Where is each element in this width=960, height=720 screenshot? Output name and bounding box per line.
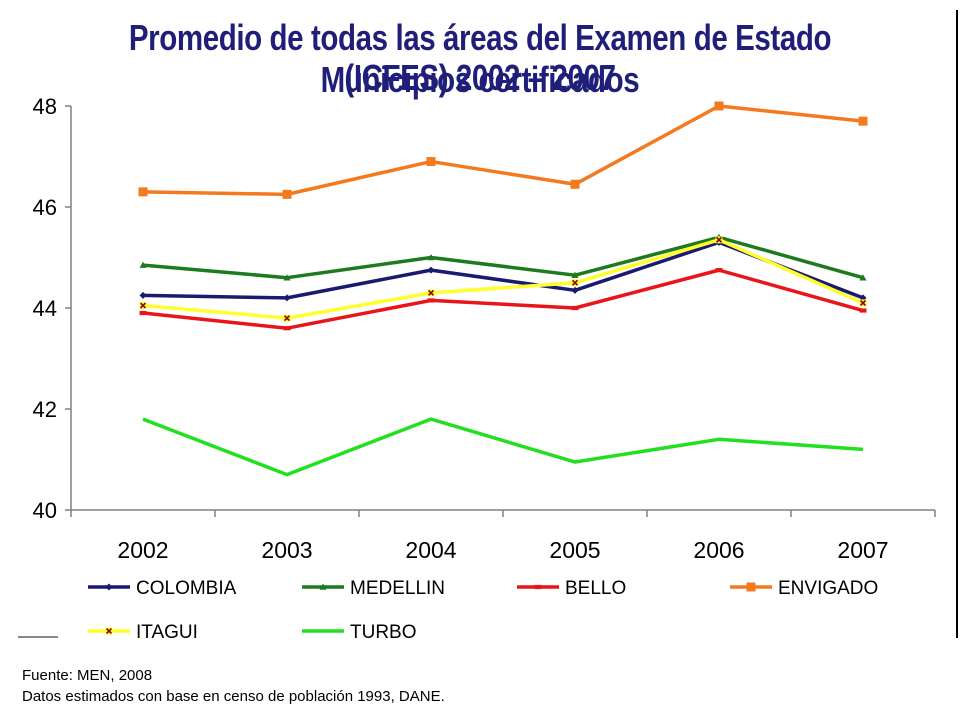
data-point-itagui bbox=[283, 314, 291, 322]
legend-marker bbox=[319, 583, 327, 590]
marker-cross bbox=[571, 279, 579, 286]
marker-cross bbox=[427, 289, 435, 296]
legend-marker bbox=[534, 584, 542, 590]
chart-legend: COLOMBIA MEDELLIN BELLO ENVIGADO ITAGUI TURBO bbox=[88, 578, 878, 643]
data-point-bello bbox=[139, 310, 147, 316]
data-point-medellin bbox=[427, 254, 435, 261]
y-tick-label: 40 bbox=[33, 498, 57, 523]
data-point-envigado bbox=[138, 187, 148, 197]
legend-item-colombia: COLOMBIA bbox=[88, 578, 237, 599]
legend-label: ENVIGADO bbox=[778, 578, 878, 599]
chart-subtitle: Municipios certificados bbox=[320, 59, 640, 100]
series-envigado bbox=[138, 101, 868, 199]
data-point-itagui bbox=[139, 301, 147, 309]
marker-cross bbox=[139, 302, 147, 309]
marker-cross bbox=[283, 315, 291, 322]
series-itagui bbox=[139, 236, 867, 322]
footnote-source: Fuente: MEN, 2008 bbox=[22, 667, 153, 684]
data-point-bello bbox=[571, 305, 579, 311]
series-line-envigado bbox=[142, 104, 864, 197]
x-tick-label: 2002 bbox=[117, 537, 168, 563]
legend-label: COLOMBIA bbox=[136, 578, 237, 599]
bottom-left-rule bbox=[18, 636, 58, 638]
y-tick-label: 48 bbox=[33, 94, 57, 119]
series-line-itagui bbox=[142, 238, 864, 320]
legend-label: BELLO bbox=[565, 578, 626, 599]
legend-item-medellin: MEDELLIN bbox=[302, 578, 445, 599]
data-point-envigado bbox=[714, 101, 724, 111]
right-border-rule bbox=[956, 10, 958, 638]
data-point-itagui bbox=[715, 236, 723, 244]
data-point-bello bbox=[715, 268, 723, 273]
data-point-medellin bbox=[139, 261, 147, 268]
data-point-bello bbox=[859, 308, 867, 313]
x-tick-label: 2004 bbox=[405, 537, 456, 563]
data-point-medellin bbox=[571, 271, 579, 278]
data-point-itagui bbox=[571, 279, 579, 287]
data-point-bello bbox=[283, 326, 291, 331]
data-point-bello bbox=[427, 298, 435, 303]
legend-label: TURBO bbox=[350, 622, 417, 643]
legend-item-itagui: ITAGUI bbox=[88, 622, 198, 643]
footnote-census: Datos estimados con base en censo de pob… bbox=[22, 688, 445, 705]
data-point-colombia bbox=[283, 294, 291, 302]
marker-cross bbox=[859, 299, 867, 306]
legend-label: ITAGUI bbox=[136, 622, 198, 643]
legend-marker bbox=[105, 583, 113, 591]
marker-cross bbox=[105, 627, 113, 635]
series-turbo bbox=[142, 417, 864, 477]
legend-item-turbo: TURBO bbox=[302, 622, 417, 643]
data-point-colombia bbox=[427, 266, 435, 274]
data-point-envigado bbox=[426, 157, 436, 167]
data-point-colombia bbox=[139, 291, 147, 299]
series-bello bbox=[139, 268, 867, 331]
data-point-colombia bbox=[571, 286, 579, 294]
legend-item-envigado: ENVIGADO bbox=[730, 578, 878, 599]
series-line-bello bbox=[142, 268, 864, 330]
legend-marker bbox=[746, 582, 756, 592]
data-point-envigado bbox=[858, 116, 868, 126]
chart-title: Promedio de todas las áreas del Examen d… bbox=[128, 17, 832, 98]
data-point-envigado bbox=[282, 189, 292, 199]
series-layer bbox=[138, 101, 868, 477]
series-line-medellin bbox=[142, 235, 864, 280]
y-tick-label: 46 bbox=[33, 195, 57, 220]
legend-label: MEDELLIN bbox=[350, 578, 445, 599]
x-tick-label: 2006 bbox=[693, 537, 744, 563]
x-tick-label: 2005 bbox=[549, 537, 600, 563]
data-point-itagui bbox=[427, 289, 435, 297]
data-point-medellin bbox=[283, 274, 291, 281]
series-line-colombia bbox=[142, 240, 864, 300]
y-tick-label: 42 bbox=[33, 397, 57, 422]
series-line-turbo bbox=[142, 417, 864, 477]
x-tick-label: 2007 bbox=[837, 537, 888, 563]
legend-marker bbox=[105, 627, 113, 635]
marker-cross bbox=[715, 236, 723, 243]
x-tick-label: 2003 bbox=[261, 537, 312, 563]
data-point-itagui bbox=[859, 299, 867, 307]
data-point-envigado bbox=[570, 179, 580, 189]
chart-axes: 40 42 44 46 48 2002 2003 2004 2005 2006 2007 bbox=[33, 94, 936, 563]
data-point-medellin bbox=[859, 274, 867, 281]
legend-item-bello: BELLO bbox=[517, 578, 626, 599]
y-tick-label: 44 bbox=[33, 296, 57, 321]
